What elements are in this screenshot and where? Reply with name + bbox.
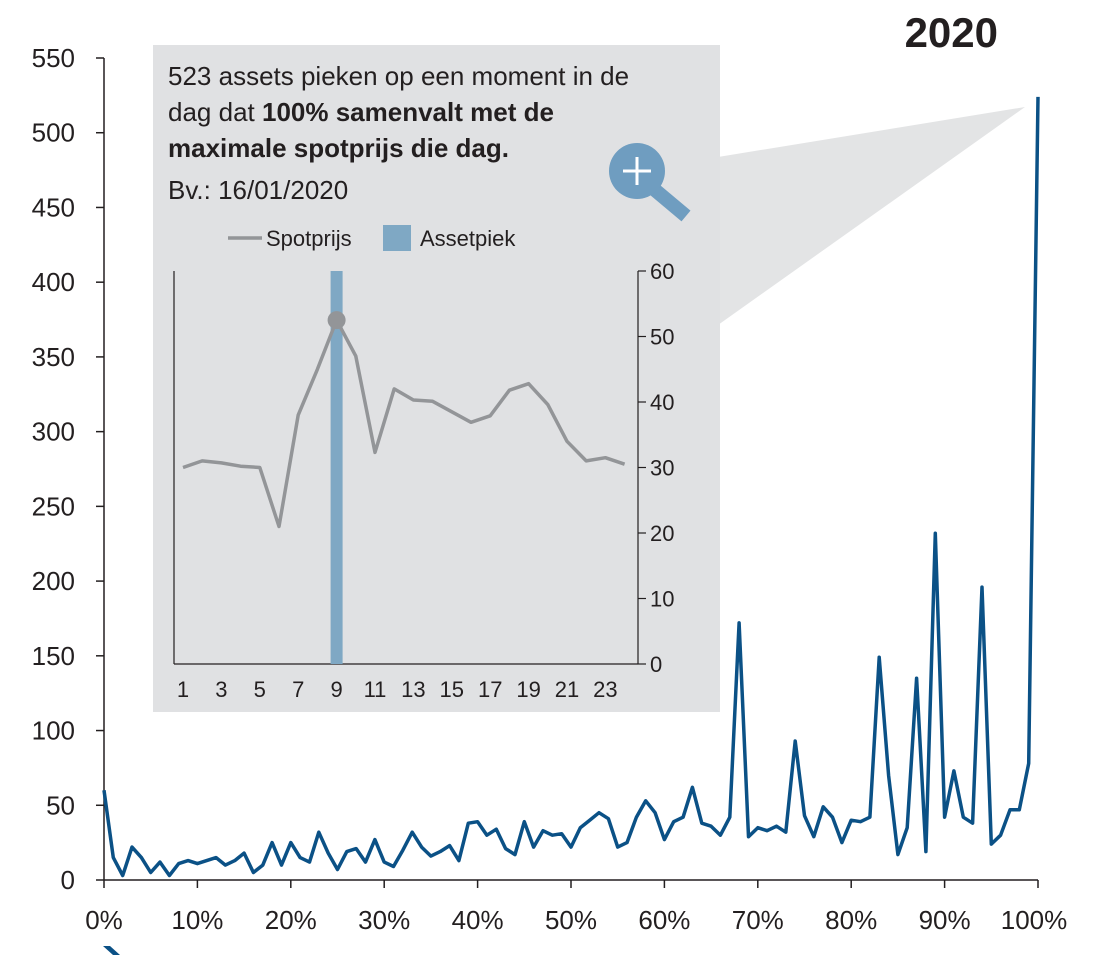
main-x-tick-label: 50% [545, 905, 597, 935]
legend-assetpiek-swatch [383, 225, 411, 251]
inset-y-tick-label: 60 [650, 259, 674, 284]
inset-x-tick-label: 7 [292, 677, 304, 702]
inset-x-tick-label: 17 [478, 677, 502, 702]
inset-x-tick-label: 13 [401, 677, 425, 702]
main-series-line [102, 96, 1040, 878]
inset-x-tick-label: 1 [177, 677, 189, 702]
main-y-tick-label: 350 [32, 342, 75, 372]
inset-x-tick-label: 11 [364, 677, 387, 702]
inset-x-tick-label: 3 [215, 677, 227, 702]
main-y-tick-label: 400 [32, 267, 75, 297]
main-y-tick-label: 200 [32, 566, 75, 596]
legend-spotprijs-label: Spotprijs [266, 226, 352, 251]
inset-y-tick-label: 10 [650, 587, 674, 612]
inset-x-tick-label: 15 [440, 677, 464, 702]
inset-x-tick-label: 19 [516, 677, 540, 702]
main-y-tick-label: 500 [32, 118, 75, 148]
main-y-axis: 0 50 100 150 200 250 300 350 400 450 500 550 [32, 43, 104, 895]
main-x-tick-label: 20% [265, 905, 317, 935]
main-y-tick-label: 0 [61, 865, 75, 895]
inset-legend: Spotprijs Assetpiek [228, 225, 516, 251]
legend-assetpiek-label: Assetpiek [420, 226, 516, 251]
annotation-line-3: maximale spotprijs die dag. [168, 133, 509, 163]
inset-y-axis: 0 10 20 30 40 50 60 [638, 259, 674, 677]
annotation-line-2-bold: 100% samenvalt met de [262, 97, 554, 127]
zoom-in-icon [609, 143, 691, 222]
inset-x-tick-label: 9 [330, 677, 342, 702]
main-y-tick-label: 50 [46, 790, 75, 820]
main-x-tick-label: 0% [85, 905, 123, 935]
main-x-tick-label: 90% [919, 905, 971, 935]
main-y-tick-label: 150 [32, 641, 75, 671]
inset-y-tick-label: 30 [650, 456, 674, 481]
main-x-tick-label: 40% [452, 905, 504, 935]
inset-y-tick-label: 0 [650, 652, 662, 677]
main-x-tick-label: 30% [358, 905, 410, 935]
zoom-callout [718, 107, 1025, 325]
assetpiek-bar [330, 271, 343, 664]
main-y-tick-label: 250 [32, 491, 75, 521]
main-x-tick-label: 100% [1001, 905, 1068, 935]
annotation-line-1: 523 assets pieken op een moment in de [168, 61, 629, 91]
annotation-example: Bv.: 16/01/2020 [168, 175, 348, 205]
spotprijs-line [182, 318, 626, 529]
chart-title: 2020 [905, 9, 998, 56]
annotation-line-2: dag dat 100% samenvalt met de [168, 97, 554, 127]
main-x-tick-label: 10% [171, 905, 223, 935]
annotation-line-2-normal: dag dat [168, 97, 262, 127]
main-y-tick-label: 550 [32, 43, 75, 73]
main-y-tick-label: 450 [32, 192, 75, 222]
main-y-tick-label: 300 [32, 417, 75, 447]
inset-x-axis: 1 3 5 7 9 11 13 15 17 19 21 23 [177, 677, 618, 702]
inset-x-tick-label: 23 [593, 677, 617, 702]
main-y-tick-label: 100 [32, 716, 75, 746]
main-x-tick-label: 80% [825, 905, 877, 935]
peak-marker [327, 311, 346, 330]
decorative-mark [103, 946, 120, 955]
main-x-tick-label: 60% [638, 905, 690, 935]
inset-x-tick-label: 21 [555, 677, 579, 702]
inset-y-tick-label: 40 [650, 390, 674, 415]
main-x-axis: 0% 10% 20% 30% 40% 50% 60% 70% 80% 90% 100% [85, 880, 1067, 935]
main-x-tick-label: 70% [732, 905, 784, 935]
inset-y-tick-label: 50 [650, 325, 674, 350]
inset-y-tick-label: 20 [650, 521, 674, 546]
inset-x-tick-label: 5 [254, 677, 266, 702]
